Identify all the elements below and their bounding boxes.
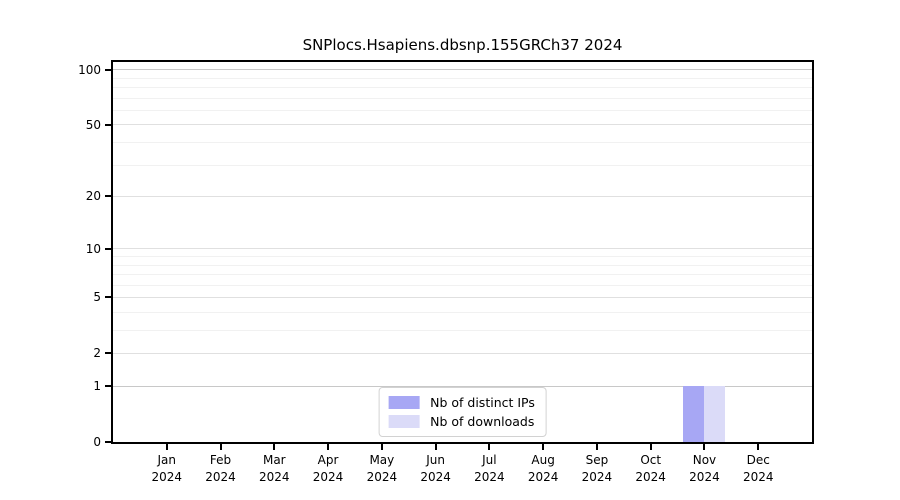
x-tick-label: Apr 2024	[312, 453, 344, 484]
x-axis-tick	[703, 444, 706, 450]
minor-gridline	[113, 330, 812, 332]
y-tick-label: 10	[85, 241, 101, 256]
x-axis-tick	[219, 444, 222, 450]
minor-gridline	[113, 312, 812, 314]
x-tick-label: Aug 2024	[527, 453, 559, 484]
x-tick-label: Dec 2024	[742, 453, 774, 484]
major-gridline	[113, 195, 812, 197]
x-axis-tick	[327, 444, 330, 450]
minor-gridline	[113, 164, 812, 166]
x-tick-label: Nov 2024	[689, 453, 720, 484]
x-tick-label: Jun 2024	[420, 453, 451, 484]
y-axis-tick	[105, 352, 111, 355]
major-gridline	[113, 248, 812, 250]
plot-area: Nb of distinct IPs Nb of downloads 0 1 2 5 1…	[78, 60, 814, 484]
x-axis-tick	[273, 444, 276, 450]
bar-downloads	[704, 386, 726, 442]
major-gridline	[113, 352, 812, 354]
x-tick-label: Jan 2024	[151, 453, 183, 484]
minor-gridline	[113, 264, 812, 266]
x-axis-tick	[434, 444, 437, 450]
x-axis-tick	[542, 444, 545, 450]
major-gridline	[113, 124, 812, 126]
y-tick-label: 100	[78, 62, 101, 77]
legend-label-downloads: Nb of downloads	[430, 414, 535, 429]
x-tick-label: Feb 2024	[205, 453, 236, 484]
minor-gridline	[113, 256, 812, 258]
minor-gridline	[113, 142, 812, 144]
x-axis-tick	[595, 444, 598, 450]
y-axis-tick	[105, 296, 111, 299]
x-tick-label: May 2024	[366, 453, 398, 484]
y-tick-label: 50	[85, 117, 101, 132]
legend-item-downloads: Nb of downloads	[388, 414, 535, 429]
minor-gridline	[113, 78, 812, 80]
x-tick-label: Jul 2024	[474, 453, 505, 484]
y-axis-tick	[105, 123, 111, 126]
y-tick-label: 1	[93, 379, 101, 394]
major-gridline	[113, 296, 812, 298]
x-axis-tick	[380, 444, 383, 450]
y-tick-label: 20	[85, 189, 101, 204]
y-axis-tick	[105, 385, 111, 388]
x-axis-tick	[757, 444, 760, 450]
legend-swatch-distinct-ips	[388, 396, 420, 409]
y-axis-tick	[105, 68, 111, 71]
x-axis-tick	[649, 444, 652, 450]
y-axis-tick	[105, 195, 111, 198]
minor-gridline	[113, 274, 812, 276]
x-axis-tick	[488, 444, 491, 450]
major-gridline	[113, 69, 812, 71]
x-axis-tick	[165, 444, 168, 450]
x-tick-label: Mar 2024	[259, 453, 290, 484]
legend-label-distinct-ips: Nb of distinct IPs	[430, 395, 535, 410]
y-tick-label: 5	[93, 290, 101, 305]
y-tick-label: 0	[93, 435, 101, 449]
bar-distinct-ips	[683, 386, 705, 442]
x-tick-label: Sep 2024	[581, 453, 613, 484]
minor-gridline	[113, 284, 812, 286]
legend: Nb of distinct IPs Nb of downloads	[378, 387, 547, 437]
y-tick-label: 2	[93, 346, 101, 361]
legend-swatch-downloads	[388, 415, 420, 428]
chart-title: SNPlocs.Hsapiens.dbsnp.155GRCh37 2024	[302, 36, 623, 54]
minor-gridline	[113, 98, 812, 100]
y-axis-tick	[105, 247, 111, 250]
legend-item-distinct-ips: Nb of distinct IPs	[388, 395, 535, 410]
y-axis-tick	[105, 441, 111, 443]
x-tick-label: Oct 2024	[635, 453, 666, 484]
minor-gridline	[113, 87, 812, 89]
minor-gridline	[113, 110, 812, 112]
